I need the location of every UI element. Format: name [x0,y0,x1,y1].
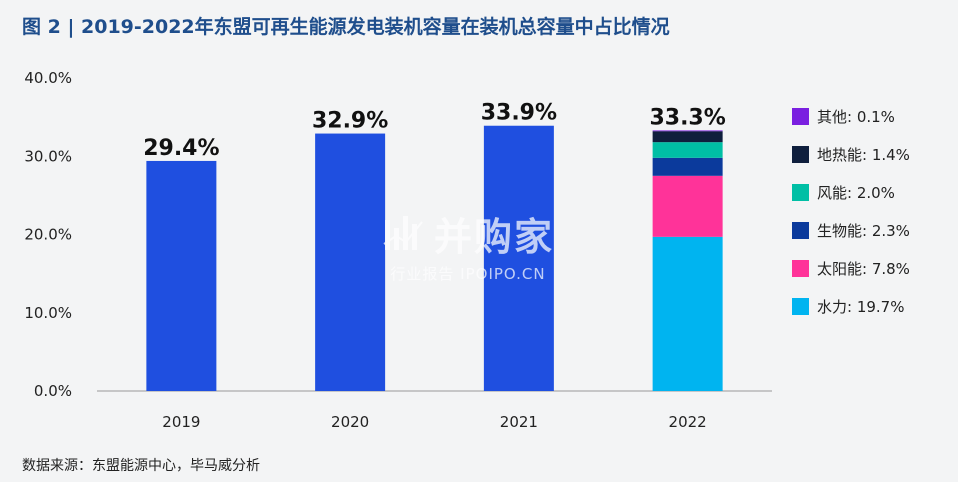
legend-label: 太阳能: 7.8% [817,260,910,278]
bar-data-label: 32.9% [312,109,388,134]
bar-data-label: 33.9% [481,101,557,126]
bar-segment [652,131,723,143]
legend-item: 其他: 0.1% [792,106,910,127]
x-tick-label: 2022 [669,413,707,431]
y-tick-label: 30.0% [24,147,72,165]
legend-swatch [792,184,809,201]
bar [315,133,386,391]
x-tick-label: 2019 [162,413,200,431]
legend-item: 生物能: 2.3% [792,220,910,241]
legend-swatch [792,222,809,239]
legend-swatch [792,146,809,163]
x-tick-label: 2021 [500,413,538,431]
y-tick-label: 20.0% [24,226,72,244]
bar-segment [652,142,723,158]
y-tick-label: 0.0% [34,382,72,400]
chart-title: 图 2 | 2019-2022年东盟可再生能源发电装机容量在装机总容量中占比情况 [22,16,670,38]
bar [146,160,217,391]
legend-item: 水力: 19.7% [792,296,910,317]
bar-segment [652,130,723,132]
bar-data-label: 29.4% [143,136,219,161]
bar-segment [652,175,723,237]
legend-label: 水力: 19.7% [817,298,905,316]
source-note: 数据来源：东盟能源中心，毕马威分析 [22,458,260,474]
legend-swatch [792,108,809,125]
y-tick-label: 40.0% [24,69,72,87]
legend-label: 生物能: 2.3% [817,222,910,240]
x-tick-label: 2020 [331,413,369,431]
bar [483,125,554,392]
bar-data-label: 33.3% [649,105,725,130]
legend-item: 地热能: 1.4% [792,144,910,165]
legend-label: 地热能: 1.4% [817,146,910,164]
bar-segment [652,236,723,391]
legend-item: 风能: 2.0% [792,182,910,203]
legend-label: 风能: 2.0% [817,184,895,202]
legend-label: 其他: 0.1% [817,108,895,126]
legend-swatch [792,298,809,315]
bar-segment [652,157,723,176]
legend-swatch [792,260,809,277]
y-tick-label: 10.0% [24,304,72,322]
legend: 其他: 0.1% 地热能: 1.4% 风能: 2.0% 生物能: 2.3% 太阳能: 7… [792,106,910,334]
legend-item: 太阳能: 7.8% [792,258,910,279]
